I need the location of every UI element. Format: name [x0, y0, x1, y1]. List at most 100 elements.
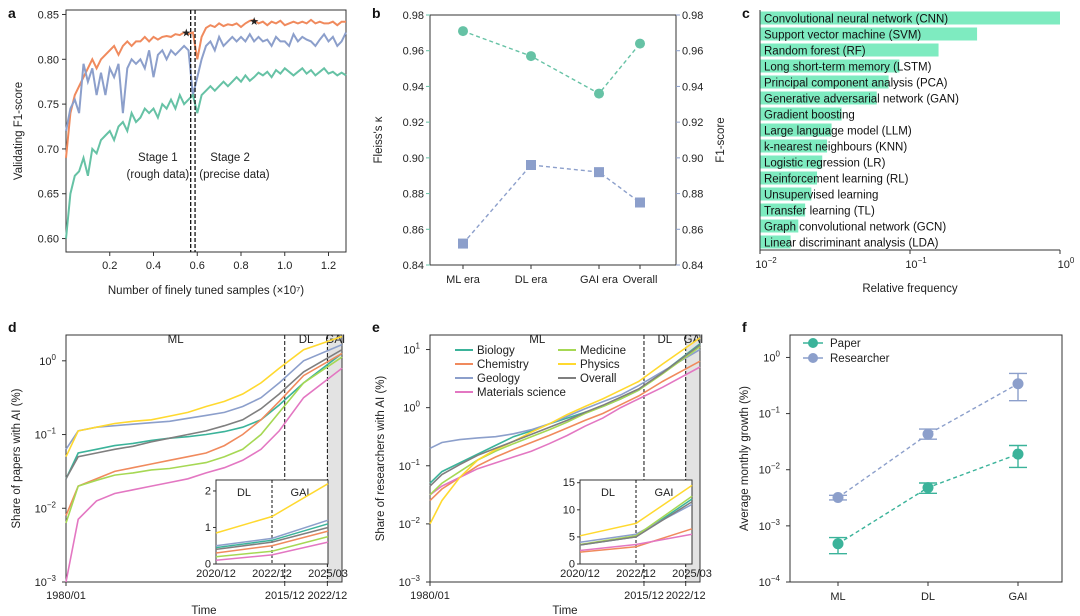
panel-d-inset-series-line — [215, 541, 329, 562]
panel-c-bar-label: Logistic regression (LR) — [764, 158, 886, 170]
panel-e-inset-series-line — [579, 484, 693, 537]
panel-a-best-marker: ★ — [249, 16, 259, 28]
panel-b-f1-point — [594, 167, 604, 178]
panel-d-series-line — [65, 352, 343, 480]
panel-c-bar-label: Reinforcement learning (RL) — [764, 174, 909, 186]
panel-a-ytick-label: 0.75 — [38, 99, 59, 111]
panel-d-inset-series-line — [215, 519, 329, 547]
panel-a-xtick-label: 0.8 — [233, 260, 248, 272]
panel-e-legend-label: Overall — [580, 373, 616, 385]
panel-b-ytick-label-left: 0.88 — [403, 189, 424, 201]
panel-c-bar-label: Support vector machine (SVM) — [764, 30, 921, 42]
panel-a-ylabel: Validating F1-score — [13, 82, 25, 180]
panel-b-ytick-label-left: 0.84 — [403, 260, 424, 272]
panel-d-xtick-label: 2022/12 — [307, 590, 347, 602]
panel-e-ytick-label: 10−2 — [399, 516, 421, 531]
panel-c-bar — [760, 155, 823, 169]
panel-e-series-line — [429, 337, 701, 525]
panel-b-ytick-label-right: 0.90 — [682, 153, 703, 165]
panel-f-point — [1012, 378, 1024, 390]
panel-f-ytick-label: 100 — [763, 349, 780, 364]
panel-b-ylabel-left: Fleiss's κ — [373, 116, 385, 163]
panel-e-ytick-label: 10−3 — [399, 574, 421, 589]
panel-d-inset-xtick-label: 2020/12 — [196, 568, 236, 580]
panel-c-xtick-label: 10−2 — [755, 256, 777, 271]
panel-a-xtick-label: 1.2 — [321, 260, 336, 272]
panel-b-f1-point — [458, 238, 468, 249]
panel-c-bar-label: Unsupervised learning — [764, 190, 878, 202]
panel-d-inset-ytick-label: 0 — [205, 559, 211, 571]
panel-c-bar — [760, 171, 818, 185]
panel-e-era-label: DL — [657, 334, 672, 346]
panel-a-annotation: (rough data) — [127, 169, 190, 181]
panel-f-legend-marker — [808, 353, 818, 363]
panel-f-trend-line — [837, 453, 1019, 545]
panel-e-series-line — [429, 344, 701, 487]
panel-e-frame — [429, 334, 701, 583]
panel-f-legend-marker — [808, 338, 818, 348]
panel-e-series-line — [429, 366, 701, 496]
panel-c-bar — [760, 107, 842, 121]
panel-b-ytick-label-left: 0.92 — [403, 117, 424, 129]
panel-d-ylabel: Share of papers with AI (%) — [11, 388, 23, 528]
panel-d-series-line — [65, 335, 343, 458]
panel-f-point — [1012, 448, 1024, 460]
panel-f-point — [922, 428, 934, 440]
panel-d-inset-era-label: GAI — [291, 487, 310, 499]
panel-a-ytick-label: 0.60 — [38, 234, 59, 246]
panel-d-xtick-label: 1980/01 — [46, 590, 86, 602]
panel-f-legend-label: Paper — [830, 338, 861, 350]
panel-d-ytick-label: 10−1 — [35, 427, 57, 442]
panel-a-best-marker: ★ — [181, 28, 191, 40]
panel-d-era-label: DL — [299, 334, 314, 346]
panel-e-inset-ytick-label: 0 — [569, 559, 575, 571]
panel-e-inset-series-line — [579, 503, 693, 544]
panel-b-ytick-label-right: 0.92 — [682, 117, 703, 129]
panel-d-inset-series-line — [215, 526, 329, 551]
panel-e-inset-xtick-label: 2022/12 — [616, 568, 656, 580]
panel-b-ytick-label-left: 0.96 — [403, 46, 424, 58]
panel-f-legend-label: Researcher — [830, 353, 890, 365]
panel-label-c: c — [742, 5, 750, 21]
panel-d-ytick-label: 10−3 — [35, 574, 57, 589]
panel-e-inset-xtick-label: 2020/12 — [560, 568, 600, 580]
panel-e-inset-ytick-label: 10 — [563, 504, 575, 516]
panel-e-inset-series-line — [579, 501, 693, 546]
panel-b-ytick-label-right: 0.94 — [682, 81, 703, 93]
panel-d-inset-ytick-label: 2 — [205, 485, 211, 497]
panel-d-inset-xtick-label: 2022/12 — [252, 568, 292, 580]
panel-f-xtick-label: DL — [921, 591, 935, 603]
panel-e-inset-ytick-label: 15 — [563, 477, 575, 489]
panel-b-kappa-point — [635, 38, 645, 49]
panel-a-annotation: Stage 1 — [138, 152, 178, 164]
panel-c-bar-label: k-nearest neighbours (KNN) — [764, 142, 907, 154]
panel-e-inset-series-line — [579, 528, 693, 553]
panel-f-point — [832, 492, 844, 504]
panel-a-xtick-label: 0.2 — [102, 260, 117, 272]
panel-c-xlabel: Relative frequency — [862, 283, 957, 295]
panel-c-bar-label: Convolutional neural network (CNN) — [764, 14, 948, 26]
panel-a-series-line — [65, 18, 346, 158]
panel-a-annotation: Stage 2 — [210, 152, 250, 164]
panel-a-xtick-label: 0.4 — [146, 260, 161, 272]
panel-c-bar-label: Graph convolutional network (GCN) — [764, 222, 946, 234]
panel-c-bar-label: Principal component analysis (PCA) — [764, 78, 948, 90]
panel-a-xlabel: Number of finely tuned samples (×10⁷) — [108, 285, 304, 297]
panel-a-series-line — [65, 31, 347, 132]
panel-e-series-line — [429, 345, 701, 496]
panel-c-bar — [760, 235, 791, 249]
panel-b-ytick-label-left: 0.98 — [403, 10, 424, 22]
panel-d-inset-series-line — [215, 483, 329, 534]
panel-b-xtick-label: Overall — [623, 274, 658, 286]
panel-c-bar-label: Linear discriminant analysis (LDA) — [764, 238, 939, 250]
panel-d-frame — [65, 334, 343, 583]
panel-d-series-line — [65, 349, 343, 480]
panel-f-ytick-label: 10−1 — [759, 406, 781, 421]
panel-e-inset-ytick-label: 5 — [569, 531, 575, 543]
panel-c-bar — [760, 27, 978, 41]
panel-f-frame — [789, 334, 1063, 583]
panel-label-a: a — [8, 5, 16, 21]
panel-c-bar — [760, 187, 812, 201]
panel-b-f1-point — [526, 160, 536, 170]
